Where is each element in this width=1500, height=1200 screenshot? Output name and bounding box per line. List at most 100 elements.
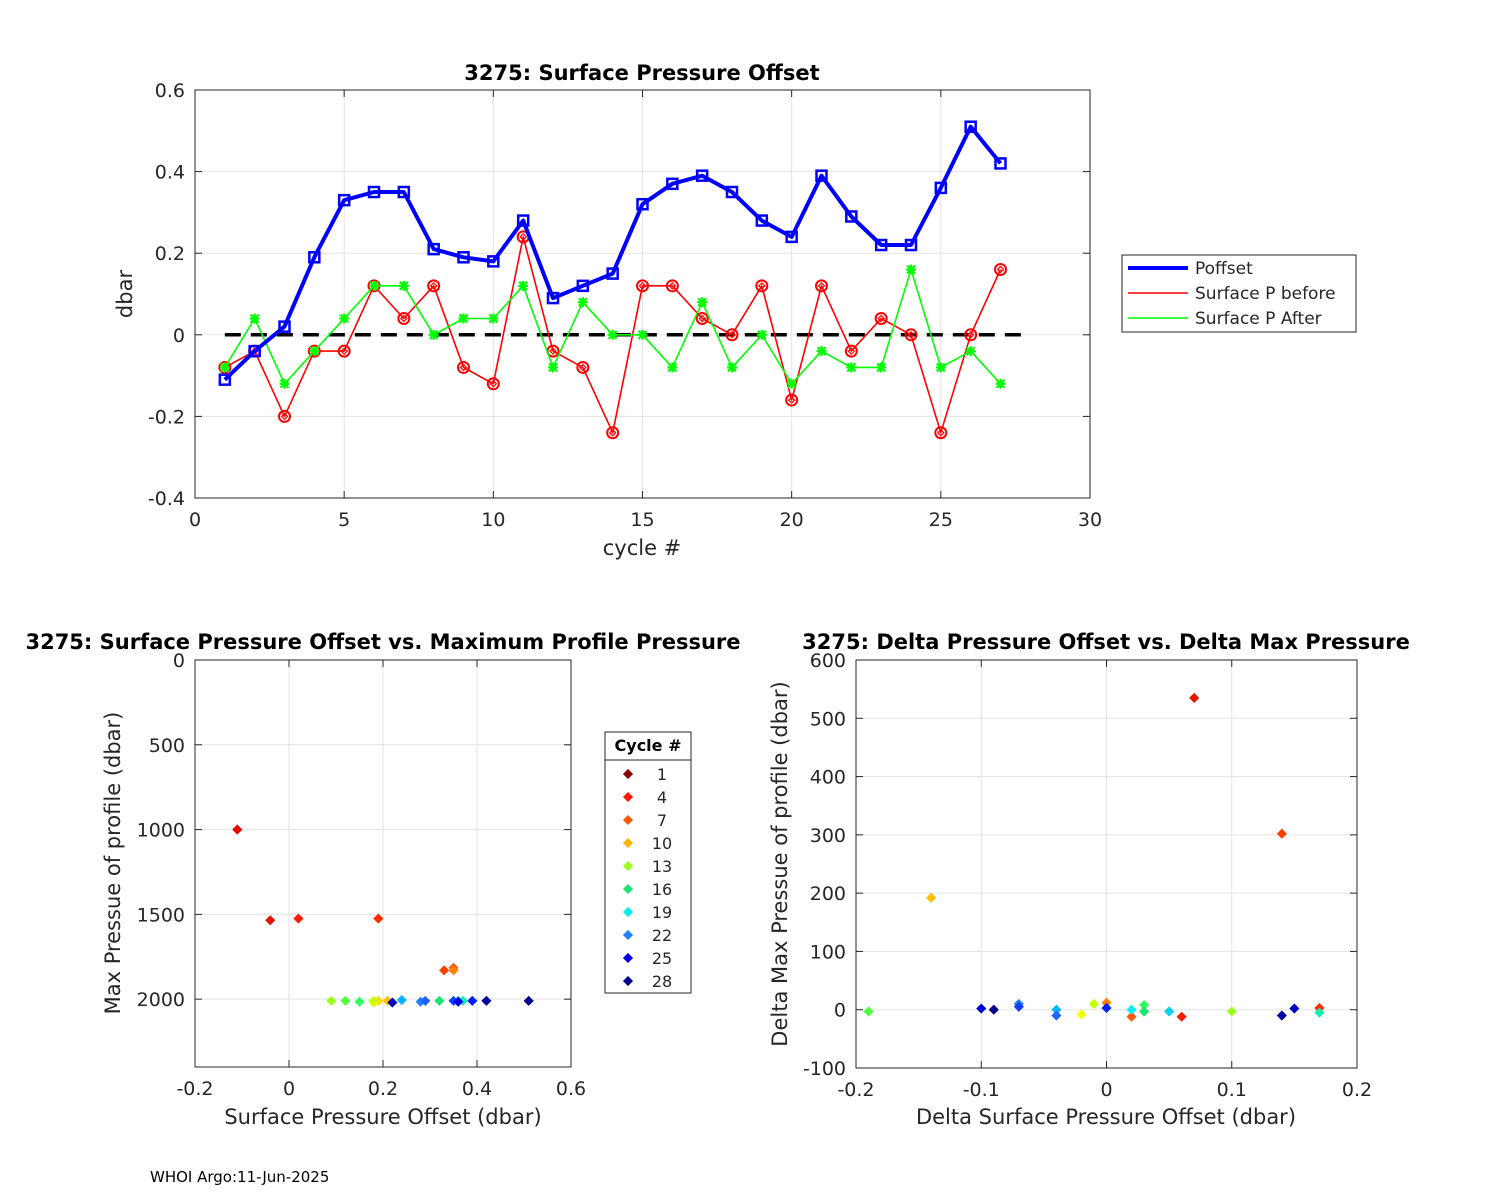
y-tick-label: 500 — [149, 735, 185, 757]
surface-before-point-inner — [459, 363, 468, 372]
surface-before-point — [486, 377, 500, 391]
offset-vs-max-pressure-plot: -0.2 0 0.2 0.4 0.6 0 500 1000 1500 2000 3275: Sur… — [25, 630, 740, 1129]
plot2-xlabel: Surface Pressure Offset (dbar) — [224, 1105, 541, 1129]
x-tick-label: -0.2 — [837, 1079, 874, 1101]
surface-before-point — [874, 311, 888, 325]
poffset-point — [755, 214, 769, 227]
plot1-legend: Poffset Surface P before Surface P After — [1121, 254, 1357, 333]
surface-before-point — [397, 311, 411, 325]
surface-before-point — [785, 393, 799, 407]
surface-before-point-inner — [608, 428, 617, 437]
surface-before-point — [994, 263, 1007, 277]
surface-before-point — [904, 328, 918, 342]
scatter-point — [1276, 1010, 1287, 1021]
y-tick-label: 0.4 — [155, 162, 185, 184]
scatter-point — [467, 995, 478, 1006]
poffset-point — [994, 157, 1007, 170]
surface-before-point — [665, 279, 679, 293]
y-tick-label: -0.2 — [148, 406, 185, 428]
plot3-ylabel: Delta Max Pressue of profile (dbar) — [768, 681, 792, 1046]
surface-before-point-inner — [817, 281, 826, 290]
surface-before-point-inner — [399, 314, 408, 323]
scatter-point — [1189, 692, 1200, 703]
surface-before-point-inner — [429, 281, 438, 290]
scatter-point — [1164, 1006, 1175, 1017]
poffset-point — [576, 279, 590, 293]
poffset-point — [308, 251, 321, 264]
scatter-point — [396, 994, 407, 1006]
surface-before-point-inner — [966, 330, 975, 339]
poffset-point — [606, 267, 619, 280]
scatter-point — [988, 1004, 999, 1015]
y-tick-label: 0.6 — [155, 80, 185, 102]
surface-after-point — [548, 362, 558, 373]
poffset-point — [278, 320, 291, 333]
scatter-point — [926, 892, 937, 903]
scatter-point — [354, 996, 365, 1007]
poffset-point — [934, 181, 948, 195]
x-tick-label: 30 — [1078, 509, 1102, 531]
x-tick-label: -0.2 — [176, 1078, 213, 1100]
scatter-point — [1076, 1009, 1087, 1020]
cycle-legend-marker — [622, 768, 634, 780]
cycle-legend-marker — [622, 837, 634, 849]
poffset-point — [248, 344, 261, 358]
surface-after-point — [756, 329, 767, 340]
poffset-point — [397, 185, 411, 199]
surface-after-point — [876, 362, 887, 373]
cycle-legend-label: 28 — [652, 972, 672, 991]
x-tick-label: 0.1 — [1217, 1079, 1247, 1101]
scatter-point — [863, 1006, 874, 1017]
scatter-point — [1126, 1011, 1137, 1022]
surface-after-point — [369, 280, 379, 291]
cycle-legend-marker — [622, 906, 634, 918]
scatter-point — [1314, 1007, 1325, 1018]
surface-before-point — [307, 344, 321, 358]
cycle-legend-marker — [622, 952, 634, 964]
y-tick-label: 0 — [834, 1000, 846, 1022]
scatter-point — [976, 1003, 987, 1014]
plot2-title: 3275: Surface Pressure Offset vs. Maximu… — [25, 630, 740, 654]
surface-before-point-inner — [728, 330, 736, 339]
plot2-ticks: -0.2 0 0.2 0.4 0.6 0 500 1000 1500 2000 — [137, 650, 586, 1100]
x-tick-label: 5 — [338, 509, 350, 531]
cycle-legend-label: 16 — [652, 880, 672, 899]
plot1-series — [218, 120, 1031, 440]
plot3-points — [863, 692, 1325, 1022]
poffset-point — [845, 210, 858, 223]
poffset-point — [815, 169, 828, 182]
y-tick-label: 600 — [810, 650, 846, 672]
cycle-legend-marker — [622, 929, 634, 941]
plot1-ticks: 0 5 10 15 20 25 30 -0.4 -0.2 0 0.2 0.4 0.6 — [148, 80, 1102, 531]
surface-after-point — [846, 362, 857, 373]
surface-after-point — [309, 346, 320, 357]
scatter-point — [439, 965, 450, 976]
y-tick-label: 2000 — [137, 989, 185, 1011]
scatter-point — [1013, 1001, 1024, 1012]
poffset-point — [666, 177, 679, 191]
cycle-legend-marker — [622, 883, 634, 895]
y-tick-label: 100 — [810, 941, 846, 963]
scatter-point — [1126, 1004, 1137, 1015]
cycle-legend-marker — [622, 975, 634, 987]
y-tick-label: 0.2 — [155, 243, 185, 265]
poffset-point — [457, 251, 470, 264]
surface-before-point-inner — [340, 347, 349, 355]
scatter-point — [1226, 1006, 1237, 1017]
surface-before-point — [278, 409, 291, 423]
x-tick-label: 0 — [283, 1078, 295, 1100]
cycle-legend-label: 10 — [652, 834, 672, 853]
surface-after-point — [249, 313, 260, 324]
scatter-point — [1276, 828, 1287, 839]
poffset-point — [427, 242, 440, 256]
surface-before-point-inner — [847, 347, 856, 355]
surface-after-point — [339, 313, 350, 324]
scatter-point — [1176, 1011, 1187, 1022]
surface-pressure-offset-plot: 0 5 10 15 20 25 30 -0.4 -0.2 0 0.2 0.4 0.6 3275: Sur… — [113, 61, 1357, 560]
surface-after-point — [906, 264, 916, 275]
surface-before-point — [427, 279, 441, 293]
surface-after-point — [786, 378, 797, 389]
poffset-point — [367, 185, 381, 199]
poffset-point — [904, 238, 918, 252]
x-tick-label: 25 — [929, 509, 953, 531]
